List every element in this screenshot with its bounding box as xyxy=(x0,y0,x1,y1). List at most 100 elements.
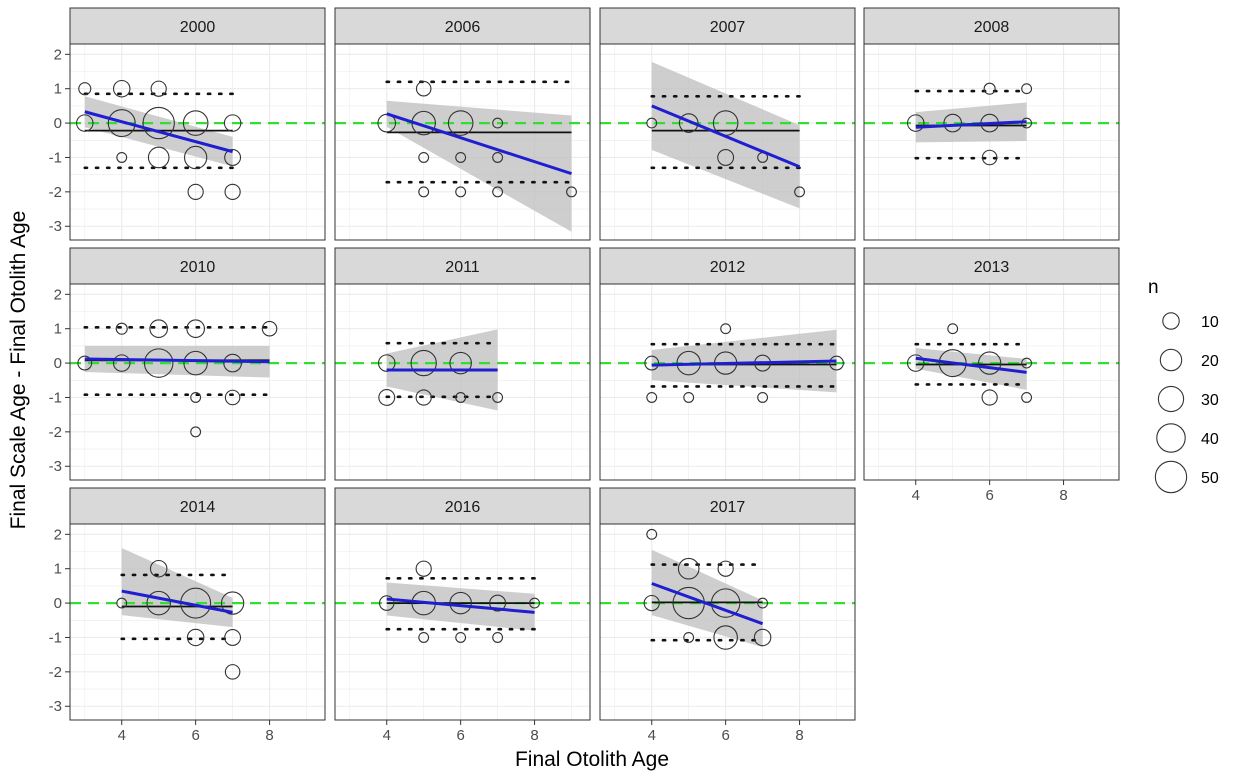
data-point xyxy=(492,392,504,403)
facet-2011: 2011 xyxy=(334,247,591,481)
panel-border xyxy=(599,523,856,721)
data-point xyxy=(678,113,699,133)
y-tick-label: -3 xyxy=(49,218,62,235)
legend-key-40 xyxy=(1156,423,1186,453)
data-point xyxy=(713,625,738,650)
panel-border xyxy=(69,283,326,481)
data-point xyxy=(492,632,504,643)
x-tick-label: 6 xyxy=(721,727,729,744)
panel-border xyxy=(863,43,1120,241)
data-point xyxy=(938,349,967,378)
data-point xyxy=(224,664,241,680)
confidence-band xyxy=(915,347,1027,390)
x-tick-label: 8 xyxy=(795,727,803,744)
facet-strip xyxy=(69,487,326,525)
y-tick-label: -1 xyxy=(49,629,62,646)
data-point xyxy=(566,186,577,198)
y-tick-label: 1 xyxy=(54,561,62,578)
x-tick-label: 6 xyxy=(191,727,199,744)
legend-label: 40 xyxy=(1201,431,1219,448)
data-point xyxy=(418,152,430,163)
panel-border xyxy=(334,283,591,481)
y-tick-label: -2 xyxy=(49,424,62,441)
facet-strip-label: 2000 xyxy=(180,19,216,36)
facet-2017: 2017 4 6 8 xyxy=(599,487,856,744)
regression-line xyxy=(915,120,1027,129)
data-point xyxy=(182,110,209,136)
y-tick-label: -1 xyxy=(49,389,62,406)
facet-strip xyxy=(863,7,1120,45)
data-point xyxy=(190,426,202,438)
data-point xyxy=(981,389,998,406)
data-point xyxy=(224,389,241,406)
legend-label: 50 xyxy=(1201,470,1219,487)
regression-line xyxy=(386,597,535,614)
data-point xyxy=(646,528,658,540)
data-point xyxy=(77,355,93,371)
data-point xyxy=(186,628,205,647)
facet-strip xyxy=(599,487,856,525)
data-point xyxy=(183,145,208,170)
data-point xyxy=(378,389,396,406)
y-tick-label: 0 xyxy=(54,115,62,132)
data-point xyxy=(753,628,772,647)
facet-strip-label: 2006 xyxy=(445,19,481,36)
legend-label: 10 xyxy=(1201,314,1219,331)
regression-line xyxy=(121,589,233,614)
facet-strip xyxy=(334,7,591,45)
x-tick-label: 6 xyxy=(456,727,464,744)
data-point xyxy=(455,392,467,403)
data-point xyxy=(415,560,432,577)
data-point xyxy=(829,355,844,371)
facet-strip xyxy=(69,7,326,45)
y-tick-label: -1 xyxy=(49,149,62,166)
y-tick-label: 0 xyxy=(54,595,62,612)
y-tick-label: 0 xyxy=(54,355,62,372)
panel-background xyxy=(70,284,325,480)
regression-line xyxy=(651,359,837,367)
regression-line xyxy=(651,582,764,626)
data-point xyxy=(1021,83,1033,95)
data-point xyxy=(142,106,175,140)
y-tick-label: 1 xyxy=(54,81,62,98)
data-point xyxy=(149,559,168,578)
data-point xyxy=(147,146,170,169)
facet-2016: 2016 4 6 8 xyxy=(334,487,591,744)
panel-border xyxy=(69,523,326,721)
legend-key-10 xyxy=(1162,312,1180,330)
data-point xyxy=(146,590,171,616)
data-point xyxy=(224,629,242,646)
panel-border xyxy=(334,43,591,241)
data-point xyxy=(757,392,769,403)
data-point xyxy=(149,319,169,339)
data-point xyxy=(183,350,208,376)
data-point xyxy=(143,348,174,378)
y-tick-label: -3 xyxy=(49,698,62,715)
y-tick-label: 2 xyxy=(54,526,62,543)
data-point xyxy=(489,594,507,612)
size-legend: n 10 20 30 40 50 xyxy=(1148,277,1219,494)
facet-strip-label: 2014 xyxy=(180,499,216,516)
data-point xyxy=(906,114,925,132)
data-point xyxy=(116,152,128,163)
data-point xyxy=(455,186,467,198)
panel-border xyxy=(863,283,1120,481)
facet-strip xyxy=(334,487,591,525)
data-point xyxy=(710,588,741,618)
facet-strip-label: 2007 xyxy=(710,19,746,36)
x-tick-label: 4 xyxy=(383,727,391,744)
facet-strip-label: 2011 xyxy=(445,259,480,276)
y-tick-label: 2 xyxy=(54,46,62,63)
facet-strip xyxy=(599,7,856,45)
data-point xyxy=(492,117,504,129)
data-point xyxy=(223,114,242,132)
x-axis-title: Final Otolith Age xyxy=(515,748,669,771)
x-tick-label: 4 xyxy=(118,727,126,744)
regression-line xyxy=(84,110,233,154)
y-tick-label: 1 xyxy=(54,321,62,338)
data-point xyxy=(492,152,504,163)
x-tick-label: 6 xyxy=(985,487,993,504)
data-point xyxy=(447,110,474,136)
data-point xyxy=(378,595,395,611)
